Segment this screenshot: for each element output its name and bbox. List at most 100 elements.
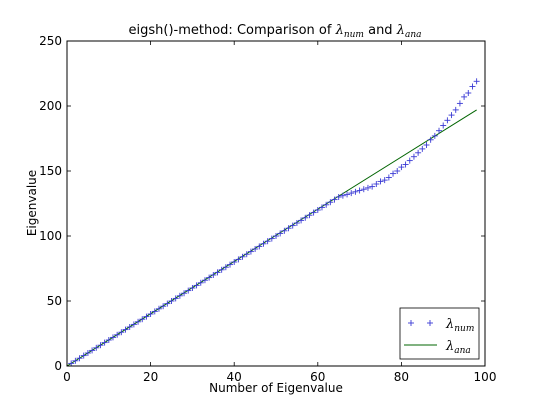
data-point-num	[394, 168, 401, 174]
data-point-num	[164, 300, 171, 307]
data-point-num	[364, 184, 371, 191]
data-point-num	[139, 316, 146, 323]
data-point-num	[398, 164, 405, 171]
data-point-num	[72, 357, 79, 364]
data-point-num	[327, 199, 334, 206]
data-point-num	[206, 274, 213, 281]
data-point-num	[135, 318, 142, 325]
data-point-num	[101, 339, 108, 346]
data-point-num	[436, 127, 443, 134]
legend-label-ana: λana	[445, 339, 471, 356]
data-point-num	[369, 183, 376, 190]
data-point-num	[331, 196, 338, 203]
data-point-num	[89, 347, 96, 354]
data-point-num	[176, 292, 183, 299]
ticks-layer: 0 20 40 60 80 100 0 50 100 150 200 250	[39, 34, 496, 384]
data-point-num	[360, 186, 367, 193]
data-point-num	[93, 344, 100, 351]
data-point-num	[277, 230, 284, 237]
data-point-num	[339, 192, 346, 199]
data-point-num	[381, 177, 388, 184]
y-axis-title: Eigenvalue	[25, 170, 39, 236]
x-tick-label: 20	[143, 370, 158, 384]
data-point-num	[239, 253, 246, 260]
data-point-num	[385, 174, 392, 181]
data-point-num	[185, 287, 192, 294]
data-point-num	[377, 178, 384, 185]
data-point-num	[97, 342, 104, 349]
data-point-num	[189, 285, 196, 291]
y-tick-label: 150	[39, 164, 62, 178]
data-point-num	[172, 295, 179, 302]
x-tick-label: 100	[474, 370, 497, 384]
legend-marker-num	[408, 320, 433, 326]
data-point-num	[114, 331, 121, 338]
data-point-num	[147, 311, 154, 317]
data-point-num	[197, 279, 204, 286]
data-point-num	[201, 277, 208, 284]
data-point-num	[80, 352, 87, 359]
data-point-num	[469, 83, 476, 90]
y-tick-label: 200	[39, 99, 62, 113]
data-point-num	[289, 222, 296, 229]
data-point-num	[122, 326, 129, 333]
axes-frame	[66, 40, 486, 367]
data-point-num	[431, 132, 438, 139]
data-point-num	[323, 201, 330, 208]
x-tick-label: 40	[227, 370, 242, 384]
data-point-num	[260, 240, 267, 247]
data-point-num	[415, 149, 422, 156]
data-point-num	[222, 264, 229, 271]
data-point-num	[352, 188, 359, 195]
x-tick-label: 60	[310, 370, 325, 384]
data-point-num	[465, 90, 472, 96]
data-point-num	[452, 106, 459, 113]
data-point-num	[76, 355, 83, 362]
y-tick-label: 250	[39, 34, 62, 48]
data-point-num	[440, 122, 447, 129]
data-point-num	[218, 266, 225, 273]
data-point-num	[335, 194, 342, 200]
data-point-num	[84, 350, 91, 356]
data-point-num	[310, 209, 317, 216]
data-point-num	[348, 190, 355, 197]
y-tick-label: 0	[54, 359, 62, 373]
y-tick-label: 100	[39, 229, 62, 243]
data-point-num	[293, 220, 300, 226]
data-point-num	[402, 161, 409, 168]
chart-title: eigsh()-method: Comparison of λnum and λ…	[129, 23, 422, 40]
data-point-num	[160, 303, 167, 310]
data-point-num	[444, 117, 451, 124]
data-point-num	[298, 217, 305, 224]
data-point-num	[227, 261, 234, 268]
data-point-num	[461, 93, 468, 100]
data-point-num	[318, 204, 325, 211]
data-point-num	[118, 329, 125, 336]
data-point-num	[109, 334, 116, 341]
series-layer	[66, 78, 480, 367]
data-point-num	[419, 145, 426, 152]
data-point-num	[390, 170, 397, 177]
data-point-num	[281, 227, 288, 234]
data-point-num	[373, 181, 380, 187]
x-tick-label: 80	[394, 370, 409, 384]
data-point-num	[181, 290, 188, 297]
data-point-num	[193, 282, 200, 289]
data-point-num	[252, 246, 259, 252]
data-point-num	[427, 136, 434, 143]
legend: λnum λana	[399, 307, 480, 360]
data-point-num	[231, 259, 238, 265]
legend-box	[399, 307, 480, 360]
data-point-num	[247, 248, 254, 255]
data-point-num	[210, 272, 217, 278]
data-point-num	[130, 321, 137, 328]
data-point-num	[214, 269, 221, 276]
x-tick-label: 0	[63, 370, 71, 384]
data-point-num	[314, 207, 321, 213]
data-point-num	[406, 157, 413, 164]
data-point-num	[410, 153, 417, 160]
data-point-num	[68, 360, 75, 367]
data-point-num	[356, 187, 363, 194]
data-point-num	[126, 324, 133, 330]
x-axis-title: Number of Eigenvalue	[209, 381, 343, 395]
